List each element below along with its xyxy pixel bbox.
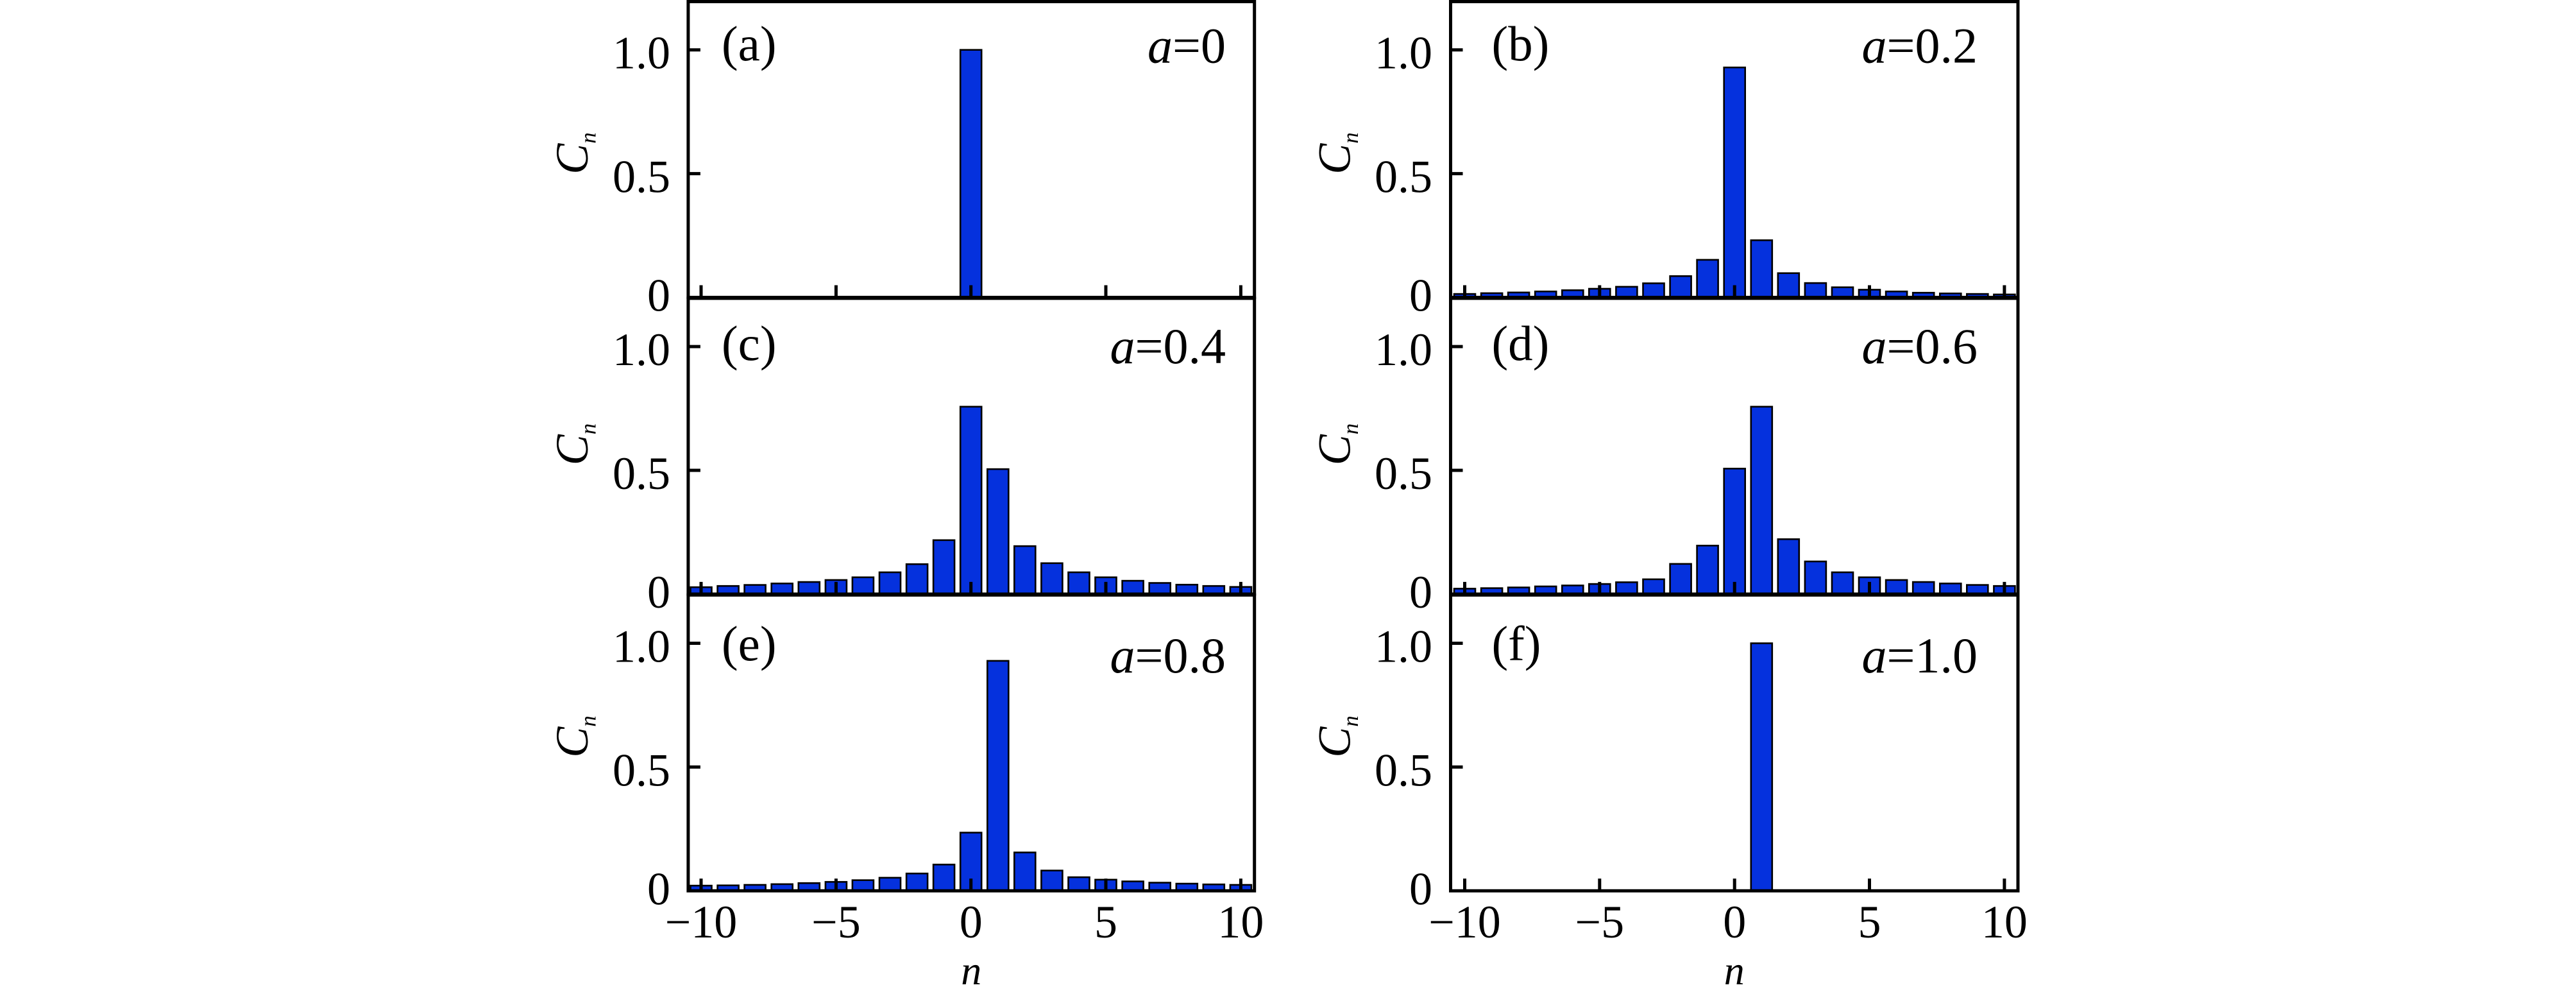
svg-text:0: 0 bbox=[1409, 863, 1432, 914]
svg-text:a=1.0: a=1.0 bbox=[1862, 628, 1978, 683]
svg-text:1.0: 1.0 bbox=[1375, 28, 1432, 79]
svg-text:0: 0 bbox=[647, 567, 670, 618]
svg-text:(d): (d) bbox=[1492, 316, 1550, 371]
svg-text:5: 5 bbox=[1094, 896, 1117, 948]
svg-text:0.5: 0.5 bbox=[613, 151, 670, 203]
svg-text:(a): (a) bbox=[722, 16, 776, 71]
svg-text:0.5: 0.5 bbox=[1375, 151, 1432, 203]
svg-text:1.0: 1.0 bbox=[1375, 324, 1432, 375]
svg-text:0.5: 0.5 bbox=[613, 744, 670, 796]
svg-text:(f): (f) bbox=[1492, 616, 1541, 671]
svg-text:a=0.8: a=0.8 bbox=[1110, 628, 1226, 683]
svg-text:1.0: 1.0 bbox=[613, 324, 670, 375]
svg-text:−10: −10 bbox=[1428, 896, 1501, 948]
svg-text:0.5: 0.5 bbox=[1375, 744, 1432, 796]
svg-text:0.5: 0.5 bbox=[1375, 448, 1432, 499]
svg-text:(c): (c) bbox=[722, 316, 776, 371]
svg-text:a=0.2: a=0.2 bbox=[1862, 18, 1978, 74]
svg-text:10: 10 bbox=[1981, 896, 2028, 948]
svg-text:0.5: 0.5 bbox=[613, 448, 670, 499]
svg-text:5: 5 bbox=[1858, 896, 1881, 948]
svg-text:10: 10 bbox=[1217, 896, 1264, 948]
svg-text:(b): (b) bbox=[1492, 16, 1550, 71]
svg-text:n: n bbox=[961, 948, 981, 992]
svg-text:1.0: 1.0 bbox=[613, 621, 670, 672]
svg-text:n: n bbox=[1724, 948, 1745, 992]
svg-text:0: 0 bbox=[960, 896, 983, 948]
svg-text:a=0.6: a=0.6 bbox=[1862, 318, 1978, 374]
svg-text:−5: −5 bbox=[1575, 896, 1624, 948]
svg-text:0: 0 bbox=[647, 270, 670, 321]
svg-text:(e): (e) bbox=[722, 616, 776, 671]
svg-text:−5: −5 bbox=[811, 896, 861, 948]
svg-text:0: 0 bbox=[1409, 567, 1432, 618]
svg-text:1.0: 1.0 bbox=[1375, 621, 1432, 672]
svg-text:a=0.4: a=0.4 bbox=[1110, 318, 1226, 374]
svg-text:0: 0 bbox=[1723, 896, 1746, 948]
svg-text:0: 0 bbox=[647, 863, 670, 914]
svg-text:a=0: a=0 bbox=[1148, 18, 1226, 74]
svg-text:1.0: 1.0 bbox=[613, 28, 670, 79]
svg-text:−10: −10 bbox=[665, 896, 738, 948]
svg-text:0: 0 bbox=[1409, 270, 1432, 321]
